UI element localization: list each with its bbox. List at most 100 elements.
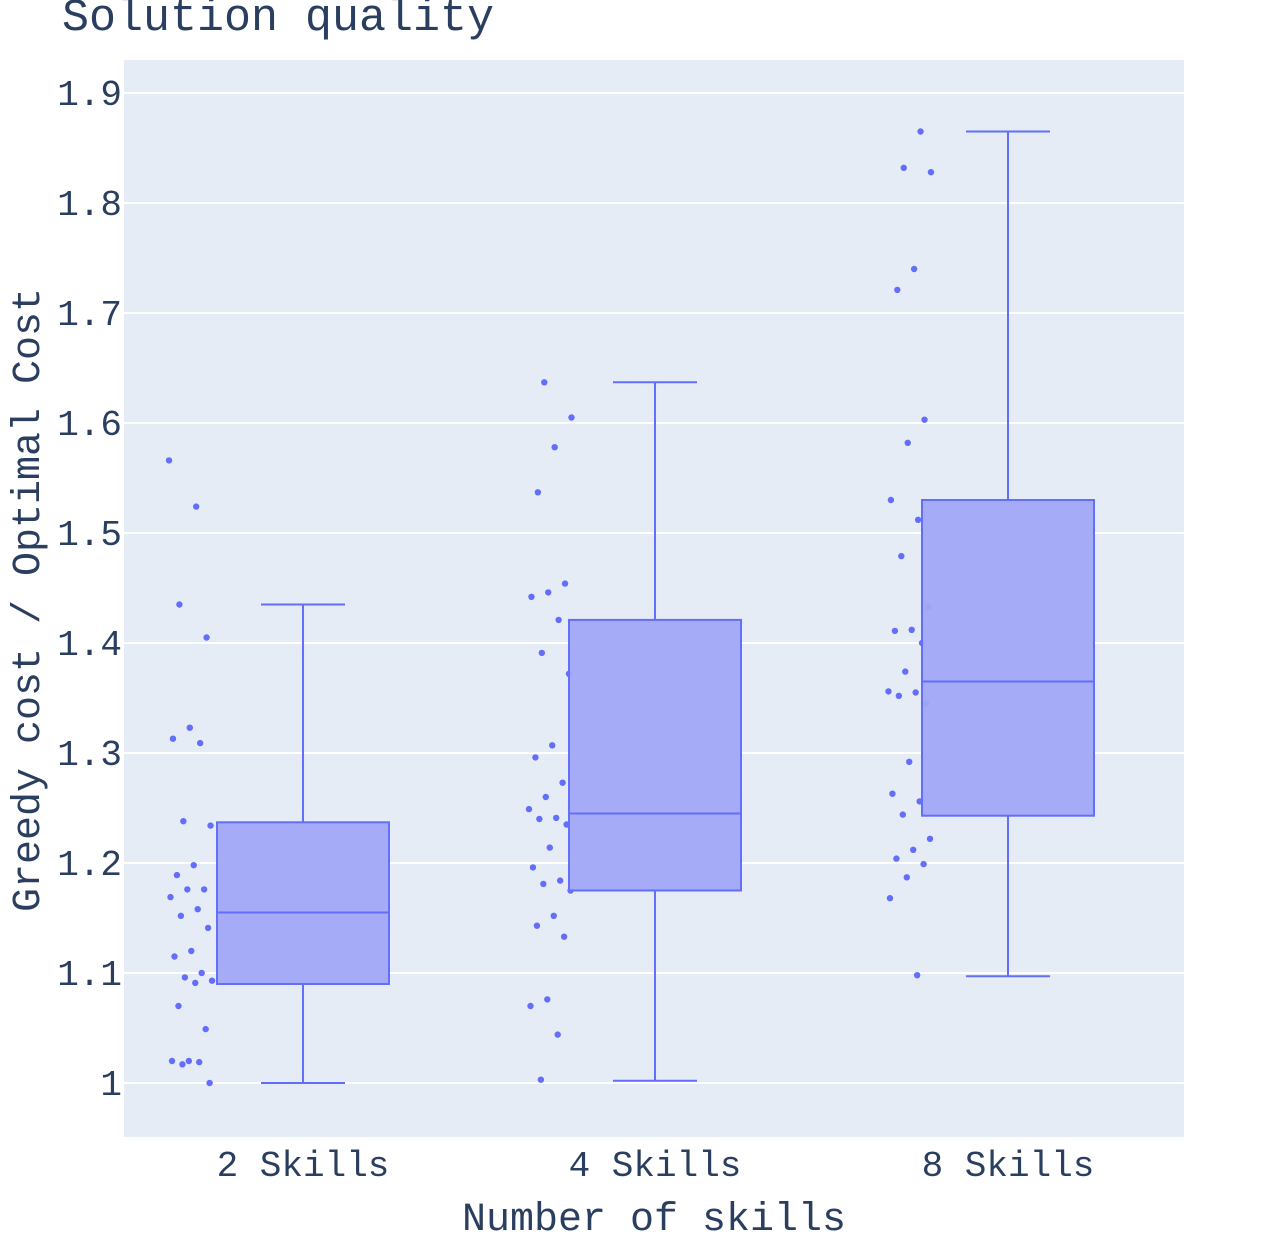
data-point [895, 692, 903, 699]
data-point [885, 688, 892, 695]
data-point [549, 742, 556, 749]
data-point [902, 668, 909, 675]
data-point [560, 933, 568, 940]
data-point [173, 871, 181, 879]
data-point [908, 626, 915, 633]
data-point [180, 818, 187, 825]
y-tick-label: 1.6 [57, 405, 122, 446]
data-point [903, 874, 910, 881]
data-point [556, 877, 564, 884]
data-point [200, 886, 208, 893]
data-point [913, 972, 921, 979]
data-point [561, 580, 569, 587]
data-point [887, 496, 895, 504]
data-point [914, 516, 922, 523]
y-tick-label: 1.2 [57, 845, 122, 886]
y-tick-label: 1 [100, 1065, 122, 1106]
data-point [904, 439, 911, 446]
data-point [536, 815, 543, 823]
data-point [546, 844, 553, 851]
data-point [886, 895, 894, 902]
data-point [176, 601, 183, 608]
iqr-box [921, 499, 1095, 817]
data-point [196, 739, 204, 747]
iqr-box [568, 618, 742, 892]
data-point [910, 265, 918, 273]
data-point [540, 880, 547, 888]
data-point [554, 1031, 561, 1038]
data-point [921, 416, 928, 423]
data-point [194, 906, 201, 913]
data-point [527, 1002, 534, 1010]
data-point [198, 969, 205, 977]
data-point [926, 835, 934, 842]
data-point [927, 169, 935, 176]
data-point [171, 953, 178, 960]
data-point [910, 846, 917, 853]
boxes [216, 130, 1095, 1084]
y-tick-label: 1.4 [57, 625, 122, 666]
y-axis-ticks: 1 1.1 1.2 1.3 1.4 1.5 1.6 1.7 1.8 1.9 [57, 75, 122, 1106]
data-point [534, 489, 542, 496]
data-point [192, 503, 200, 510]
data-point [559, 779, 566, 786]
data-point [899, 811, 907, 818]
data-point [917, 128, 924, 135]
data-point [900, 164, 907, 171]
data-point [188, 947, 195, 955]
data-point [528, 593, 535, 600]
data-point [894, 286, 901, 294]
data-point [891, 627, 899, 635]
data-point [889, 790, 896, 797]
data-point [186, 724, 193, 731]
data-point [552, 814, 560, 822]
iqr-box [216, 821, 390, 985]
y-tick-label: 1.3 [57, 735, 122, 776]
data-point [912, 689, 919, 696]
data-point [175, 1002, 182, 1010]
data-point [203, 634, 210, 641]
y-tick-label: 1.8 [57, 185, 122, 226]
data-point [169, 735, 177, 742]
data-point [544, 996, 551, 1003]
x-tick-label: 4 Skills [569, 1146, 742, 1187]
data-point [168, 1057, 176, 1065]
y-tick-label: 1.7 [57, 295, 122, 336]
data-point [555, 616, 562, 624]
x-tick-label: 2 Skills [217, 1146, 390, 1187]
data-point [167, 893, 174, 901]
data-point [532, 754, 539, 761]
data-point [204, 924, 212, 932]
data-point [545, 589, 552, 596]
data-point [542, 793, 549, 801]
chart-title: Solution quality [62, 0, 494, 44]
x-tick-label: 8 Skills [922, 1146, 1095, 1187]
data-points [165, 128, 935, 1087]
data-point [550, 912, 557, 919]
data-point [165, 457, 173, 464]
data-point [179, 1061, 186, 1068]
data-point [202, 1025, 209, 1033]
data-point [190, 862, 197, 869]
data-point [898, 552, 905, 560]
y-tick-label: 1.1 [57, 955, 122, 996]
data-point [906, 758, 913, 765]
data-point [568, 414, 575, 421]
data-point [207, 822, 214, 829]
data-point [541, 379, 548, 386]
data-point [208, 977, 216, 984]
data-point [181, 974, 189, 981]
data-point [206, 1079, 213, 1087]
data-point [184, 886, 191, 893]
y-tick-label: 1.9 [57, 75, 122, 116]
data-point [537, 1076, 545, 1083]
data-point [533, 922, 541, 929]
data-point [177, 912, 185, 919]
data-point [538, 649, 546, 657]
x-axis-ticks: 2 Skills 4 Skills 8 Skills [217, 1146, 1095, 1187]
data-point [185, 1057, 193, 1065]
data-point [920, 860, 927, 868]
data-point [893, 855, 900, 862]
x-axis-label: Number of skills [462, 1198, 846, 1243]
